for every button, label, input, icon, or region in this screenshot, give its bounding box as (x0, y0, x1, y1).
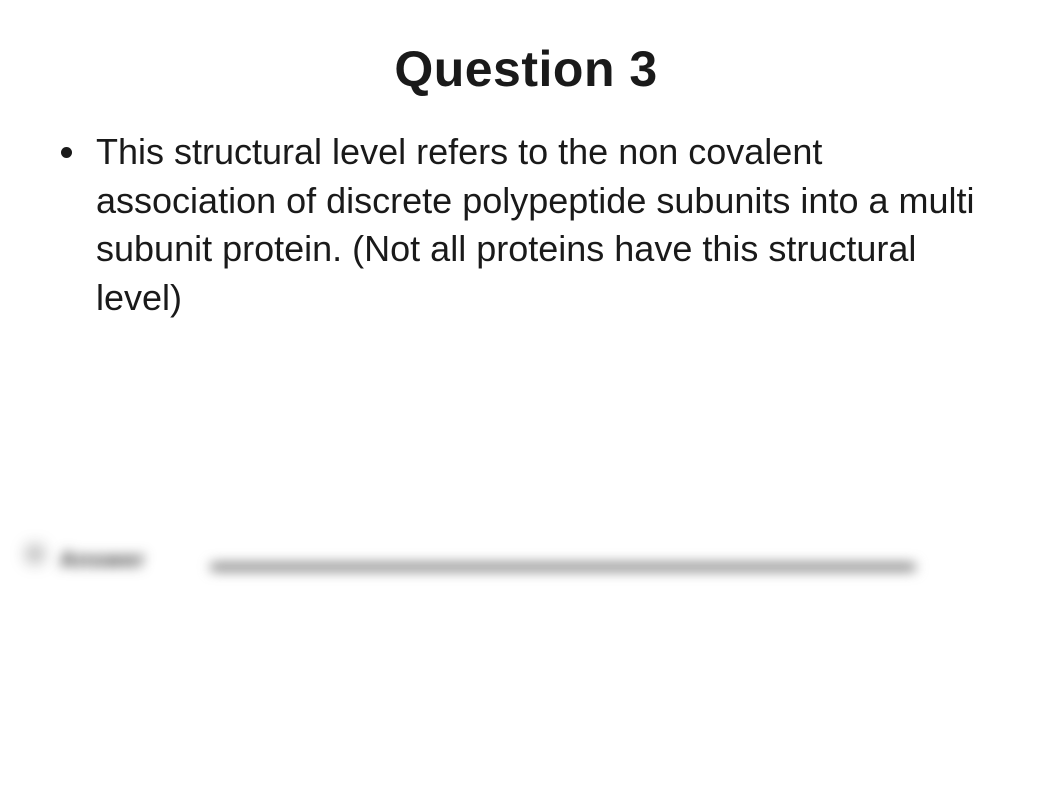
blur-smudge-icon (26, 545, 44, 563)
question-body: This structural level refers to the non … (30, 128, 1022, 322)
bullet-item: This structural level refers to the non … (90, 128, 1002, 322)
slide: Question 3 This structural level refers … (0, 0, 1062, 797)
question-title: Question 3 (30, 40, 1022, 98)
answer-label-blurred: Answer (60, 547, 190, 573)
bullet-list: This structural level refers to the non … (60, 128, 1022, 322)
answer-blank-line (210, 563, 916, 571)
answer-area: Answer (20, 537, 1020, 597)
